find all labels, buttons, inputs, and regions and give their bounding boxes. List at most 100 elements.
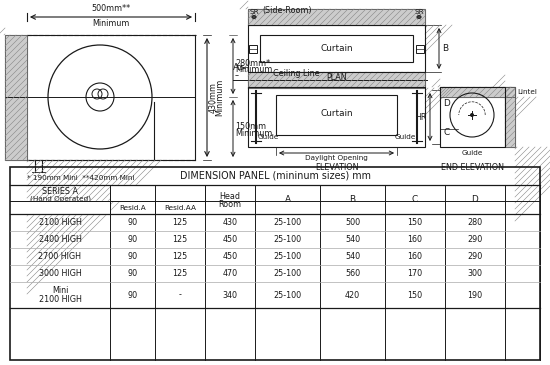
Text: 2100 HIGH: 2100 HIGH xyxy=(39,218,81,227)
Text: Minimum: Minimum xyxy=(235,129,272,138)
Text: 25-100: 25-100 xyxy=(273,252,301,261)
Text: D: D xyxy=(443,99,450,108)
Text: 25-100: 25-100 xyxy=(273,218,301,227)
Text: 150mm: 150mm xyxy=(235,122,266,131)
Bar xyxy=(505,87,515,147)
Bar xyxy=(440,87,515,97)
Text: (Hand Operated): (Hand Operated) xyxy=(30,196,91,202)
Text: 540: 540 xyxy=(345,252,360,261)
Polygon shape xyxy=(110,185,205,201)
Text: 160: 160 xyxy=(408,235,422,244)
Text: 450: 450 xyxy=(222,252,238,261)
Polygon shape xyxy=(248,72,425,88)
Text: 190: 190 xyxy=(468,291,482,300)
Text: 90: 90 xyxy=(128,291,138,300)
Text: 500mm**: 500mm** xyxy=(91,4,130,13)
Text: 560: 560 xyxy=(345,269,360,278)
Polygon shape xyxy=(10,201,110,214)
Polygon shape xyxy=(5,35,27,160)
Text: Resid.AA: Resid.AA xyxy=(164,204,196,211)
Text: 430: 430 xyxy=(223,218,238,227)
Bar xyxy=(416,45,424,53)
Text: 125: 125 xyxy=(172,218,188,227)
Polygon shape xyxy=(248,9,425,25)
Bar xyxy=(248,9,425,25)
Text: HR: HR xyxy=(416,112,427,122)
Bar xyxy=(10,167,540,360)
Text: Ceiling Line: Ceiling Line xyxy=(273,69,320,78)
Text: Minimum: Minimum xyxy=(235,65,272,74)
Polygon shape xyxy=(440,87,515,97)
Text: 125: 125 xyxy=(172,235,188,244)
Text: Curtain: Curtain xyxy=(320,44,353,53)
Text: Lintel: Lintel xyxy=(517,89,537,95)
Text: Head: Head xyxy=(219,192,240,201)
Text: 2400 HIGH: 2400 HIGH xyxy=(39,235,81,244)
Text: END ELEVATION: END ELEVATION xyxy=(441,163,504,172)
Text: -: - xyxy=(179,291,182,300)
Text: 90: 90 xyxy=(128,235,138,244)
Text: Room: Room xyxy=(218,200,241,209)
Text: Guide: Guide xyxy=(461,150,483,156)
Polygon shape xyxy=(505,87,515,147)
Text: 470: 470 xyxy=(222,269,238,278)
Text: 150: 150 xyxy=(408,218,422,227)
Text: Resid.A: Resid.A xyxy=(119,204,146,211)
Text: 25-100: 25-100 xyxy=(273,269,301,278)
Text: –: – xyxy=(235,72,239,81)
Text: A: A xyxy=(284,195,290,204)
Text: Resid.A: Resid.A xyxy=(47,204,73,211)
Text: 420: 420 xyxy=(345,291,360,300)
Text: Guide: Guide xyxy=(257,134,279,140)
Text: B: B xyxy=(349,195,355,204)
Text: 3000 HIGH: 3000 HIGH xyxy=(39,269,81,278)
Text: B: B xyxy=(442,44,448,53)
Text: ELEVATION: ELEVATION xyxy=(315,163,358,172)
Bar xyxy=(248,87,425,147)
Text: 90: 90 xyxy=(128,269,138,278)
Text: 450: 450 xyxy=(222,235,238,244)
Text: SERIES A: SERIES A xyxy=(42,187,78,196)
Text: SR: SR xyxy=(249,9,259,15)
Text: SR: SR xyxy=(414,9,424,15)
Text: 25-100: 25-100 xyxy=(273,235,301,244)
Text: (Side-Room): (Side-Room) xyxy=(262,6,312,15)
Text: A: A xyxy=(233,64,239,73)
Text: 430mm: 430mm xyxy=(209,82,218,113)
Text: D: D xyxy=(472,195,478,204)
Text: 125: 125 xyxy=(172,252,188,261)
Text: 2100 HIGH: 2100 HIGH xyxy=(39,295,81,304)
Bar xyxy=(440,87,505,147)
Text: 300: 300 xyxy=(468,269,482,278)
Bar xyxy=(249,45,257,53)
Bar xyxy=(5,35,27,160)
Text: Mini: Mini xyxy=(52,286,68,295)
Text: Curtain: Curtain xyxy=(320,108,353,118)
Text: 90: 90 xyxy=(128,252,138,261)
Text: 25-100: 25-100 xyxy=(273,291,301,300)
Text: 280: 280 xyxy=(468,218,482,227)
Text: * 190mm Mini  **420mm Mini: * 190mm Mini **420mm Mini xyxy=(27,175,134,181)
Text: 290: 290 xyxy=(468,252,483,261)
Text: 150: 150 xyxy=(408,291,422,300)
Text: 290: 290 xyxy=(468,235,483,244)
Text: 340: 340 xyxy=(223,291,238,300)
Text: 280mm*: 280mm* xyxy=(235,58,270,68)
Bar xyxy=(260,35,413,62)
Text: Daylight Opening: Daylight Opening xyxy=(305,155,368,161)
Text: 125: 125 xyxy=(172,269,188,278)
Text: Minimum: Minimum xyxy=(215,79,224,116)
Text: DIMENSION PANEL (mininum sizes) mm: DIMENSION PANEL (mininum sizes) mm xyxy=(179,171,371,181)
Text: 500: 500 xyxy=(345,218,360,227)
Bar xyxy=(276,95,397,135)
Text: 170: 170 xyxy=(408,269,422,278)
Text: C: C xyxy=(443,128,449,137)
Bar xyxy=(248,72,425,88)
Text: Minimum: Minimum xyxy=(92,19,130,28)
Text: C: C xyxy=(412,195,418,204)
Text: 540: 540 xyxy=(345,235,360,244)
Bar xyxy=(248,25,425,72)
Text: 160: 160 xyxy=(408,252,422,261)
Text: 2700 HIGH: 2700 HIGH xyxy=(39,252,81,261)
Text: Side Room: Side Room xyxy=(136,188,179,197)
